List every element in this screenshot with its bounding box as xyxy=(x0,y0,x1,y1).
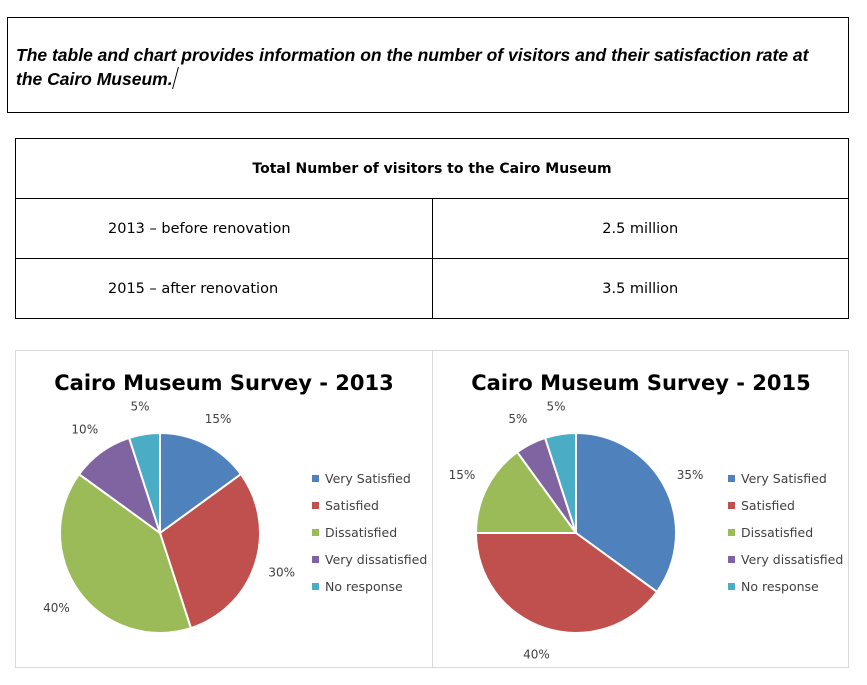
legend-swatch xyxy=(312,475,319,482)
legend-swatch xyxy=(728,529,735,536)
legend-swatch xyxy=(312,529,319,536)
legend-item-no-response: No response xyxy=(312,573,427,600)
table-row: 2013 – before renovation 2.5 million xyxy=(15,198,849,259)
table-row: 2015 – after renovation 3.5 million xyxy=(15,258,849,319)
table-header-row: Total Number of visitors to the Cairo Mu… xyxy=(15,138,849,199)
pie-slice-no-response xyxy=(543,431,577,534)
data-label-no-response: 5% xyxy=(130,400,149,414)
table-cell-label: 2015 – after renovation xyxy=(15,258,433,319)
pie-slice-very-satisfied xyxy=(575,431,677,594)
task-prompt: The table and chart provides information… xyxy=(16,43,838,91)
data-label-dissatisfied: 15% xyxy=(449,468,476,482)
chart-title-2013: Cairo Museum Survey - 2013 xyxy=(54,371,394,395)
data-label-dissatisfied: 40% xyxy=(43,601,70,615)
table-cell-value: 3.5 million xyxy=(431,258,849,319)
legend-label: No response xyxy=(741,579,819,594)
legend-label: Very dissatisfied xyxy=(325,552,428,567)
data-label-very-dissatisfied: 5% xyxy=(508,412,527,426)
legend-label: No response xyxy=(325,579,403,594)
legend-swatch xyxy=(728,583,735,590)
legend-label: Very Satisfied xyxy=(325,471,411,486)
legend-label: Satisfied xyxy=(741,498,795,513)
pie-chart-2015: 35% 40% 15% 5% 5% xyxy=(449,400,704,662)
legend-swatch xyxy=(312,583,319,590)
visitors-table: Total Number of visitors to the Cairo Mu… xyxy=(15,138,849,319)
legend-label: Dissatisfied xyxy=(325,525,398,540)
legend-2015: Very Satisfied Satisfied Dissatisfied Very … xyxy=(728,465,843,600)
data-label-very-satisfied: 35% xyxy=(677,468,704,482)
task-prompt-box: The table and chart provides information… xyxy=(7,17,849,113)
pie-slice-dissatisfied xyxy=(59,472,193,634)
legend-item-very-satisfied: Very Satisfied xyxy=(728,465,843,492)
legend-item-very-dissatisfied: Very dissatisfied xyxy=(312,546,427,573)
data-label-very-dissatisfied: 10% xyxy=(71,422,98,436)
pie-slice-satisfied xyxy=(158,472,261,630)
legend-item-satisfied: Satisfied xyxy=(312,492,427,519)
pie-chart-2013: 15% 30% 40% 10% 5% xyxy=(43,400,295,634)
legend-item-very-satisfied: Very Satisfied xyxy=(312,465,427,492)
legend-item-satisfied: Satisfied xyxy=(728,492,843,519)
pie-slice-satisfied xyxy=(474,532,659,634)
legend-label: Dissatisfied xyxy=(741,525,814,540)
table-title: Total Number of visitors to the Cairo Mu… xyxy=(15,138,849,199)
legend-item-no-response: No response xyxy=(728,573,843,600)
legend-swatch xyxy=(728,475,735,482)
data-label-no-response: 5% xyxy=(546,400,565,414)
table-cell-value: 2.5 million xyxy=(431,198,849,259)
table-cell-label: 2013 – before renovation xyxy=(15,198,433,259)
task-prompt-text: The table and chart provides information… xyxy=(16,45,809,89)
legend-swatch xyxy=(728,556,735,563)
legend-label: Satisfied xyxy=(325,498,379,513)
legend-swatch xyxy=(312,556,319,563)
legend-label: Very Satisfied xyxy=(741,471,827,486)
pie-slice-very-satisfied xyxy=(159,431,243,535)
chart-title-2015: Cairo Museum Survey - 2015 xyxy=(471,371,811,395)
legend-swatch xyxy=(728,502,735,509)
pie-slice-no-response xyxy=(127,431,161,534)
data-label-very-satisfied: 15% xyxy=(205,412,232,426)
legend-swatch xyxy=(312,502,319,509)
pie-slice-dissatisfied xyxy=(474,450,578,534)
legend-label: Very dissatisfied xyxy=(741,552,844,567)
charts-divider xyxy=(432,350,433,668)
legend-item-very-dissatisfied: Very dissatisfied xyxy=(728,546,843,573)
legend-item-dissatisfied: Dissatisfied xyxy=(728,519,843,546)
data-label-satisfied: 30% xyxy=(268,566,295,580)
data-label-satisfied: 40% xyxy=(523,648,550,662)
legend-item-dissatisfied: Dissatisfied xyxy=(312,519,427,546)
legend-2013: Very Satisfied Satisfied Dissatisfied Very … xyxy=(312,465,427,600)
